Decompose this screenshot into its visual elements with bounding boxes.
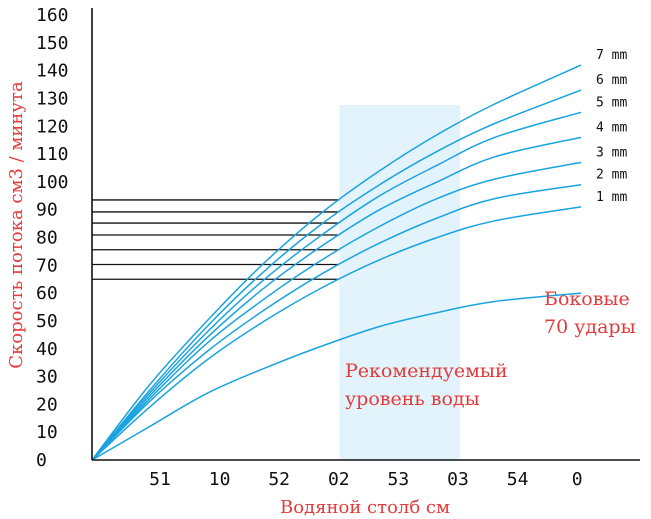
- series-line: [91, 136, 582, 461]
- x-tick-label: 53: [388, 469, 410, 490]
- series-line: [91, 183, 582, 461]
- series-label: 2 mm: [596, 168, 627, 183]
- band-annotation-line2: уровень воды: [345, 388, 480, 410]
- x-tick-label: 51: [149, 469, 171, 490]
- side-annotation-line1: Боковые: [544, 288, 630, 310]
- y-tick-label: 140: [36, 61, 69, 82]
- series-label: 5 mm: [596, 95, 627, 110]
- series-line: [91, 161, 582, 461]
- x-tick-label: 02: [328, 469, 350, 490]
- series-line: [91, 89, 582, 461]
- series-label: 6 mm: [596, 73, 627, 88]
- y-tick-label: 120: [36, 116, 69, 137]
- x-tick-label: 10: [209, 469, 231, 490]
- series-label: 7 mm: [596, 48, 627, 63]
- series-label: 4 mm: [596, 120, 627, 135]
- x-tick-label: 52: [268, 469, 290, 490]
- y-tick-label: 160: [36, 5, 69, 26]
- x-tick-label: 0: [572, 469, 583, 490]
- y-tick-label: 100: [36, 172, 69, 193]
- band-annotation-line1: Рекомендуемый: [345, 360, 508, 382]
- x-tick-label: 03: [447, 469, 469, 490]
- series-line: [91, 111, 582, 461]
- series-line: [91, 292, 582, 461]
- y-tick-label: 40: [36, 339, 58, 360]
- y-tick-label: 70: [36, 255, 58, 276]
- y-tick-label: 10: [36, 422, 58, 443]
- series-label: 3 mm: [596, 145, 627, 160]
- y-axis-title: Скорость потока см3 / минута: [6, 81, 27, 369]
- y-tick-label: 30: [36, 367, 58, 388]
- x-axis-title: Водяной столб см: [280, 497, 450, 518]
- series-label: 1 mm: [596, 190, 627, 205]
- y-tick-label: 0: [36, 450, 47, 471]
- series-line: [91, 64, 582, 461]
- y-tick-label: 90: [36, 200, 58, 221]
- y-tick-label: 60: [36, 283, 58, 304]
- y-tick-label: 130: [36, 88, 69, 109]
- y-tick-label: 20: [36, 394, 58, 415]
- series-line: [91, 206, 582, 461]
- y-tick-label: 110: [36, 144, 69, 165]
- y-tick-label: 150: [36, 33, 69, 54]
- side-annotation-line2: 70 удары: [544, 316, 636, 338]
- x-tick-label: 54: [507, 469, 529, 490]
- y-tick-label: 80: [36, 228, 58, 249]
- y-tick-label: 50: [36, 311, 58, 332]
